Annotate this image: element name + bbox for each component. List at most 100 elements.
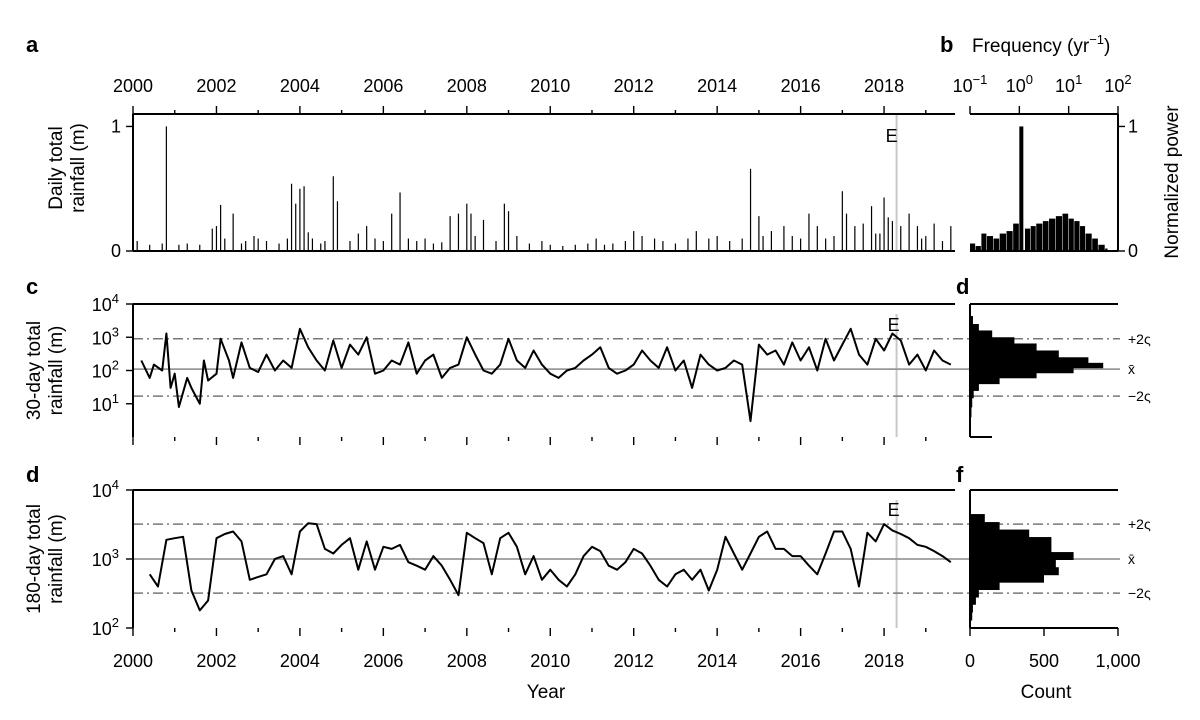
panel-c-event-label: E xyxy=(888,315,900,335)
panel-f-hist-bar xyxy=(970,514,985,523)
normalized-power-label: Normalized power xyxy=(1162,105,1183,259)
panel-f-hist-bar xyxy=(970,537,1052,545)
spectrum-bar xyxy=(1030,226,1036,251)
panel-b-power-spectrum: 10−1 100 101 102 0 1 xyxy=(953,72,1138,261)
panel-d2-year-tick-label-2008: 2008 xyxy=(447,651,487,671)
panel-d-hist-bar xyxy=(970,337,1015,344)
panel-a-year-tick-label-2004: 2004 xyxy=(280,76,320,96)
panel-d-hist-bar xyxy=(970,350,1059,358)
panel-c-30day-rainfall: E 101 102 103 104 30-day totalrainfall (m) xyxy=(24,291,1120,445)
panel-d2-year-tick-label-2018: 2018 xyxy=(864,651,904,671)
panel-a-year-tick-label-2008: 2008 xyxy=(447,76,487,96)
panel-d2-year-tick-label-2002: 2002 xyxy=(196,651,236,671)
spectrum-bar xyxy=(1013,223,1019,251)
freq-tick-label: 101 xyxy=(1055,72,1082,96)
panel-f-hist-bar xyxy=(970,559,1056,568)
panel-d-hist-bar xyxy=(970,343,1037,351)
panel-d2-year-tick-label-2000: 2000 xyxy=(113,651,153,671)
spectrum-bar xyxy=(1055,216,1063,251)
spectrum-bar xyxy=(1080,226,1086,251)
panel-a-year-tick-label-2006: 2006 xyxy=(363,76,403,96)
panel-f-hist-bar xyxy=(970,597,976,605)
panel-label-d-left: d xyxy=(26,462,39,487)
panel-d-hist-bar xyxy=(970,330,993,338)
panel-a-year-tick-label-2014: 2014 xyxy=(697,76,737,96)
spectrum-bar xyxy=(1019,126,1024,251)
panel-f-hist-bar xyxy=(970,574,1044,583)
panel-label-d-right: d xyxy=(956,274,969,299)
spectrum-bar xyxy=(1024,228,1031,251)
panel-f-hist-plus2sigma-label: +2ς xyxy=(1128,516,1151,532)
panel-c-series-line xyxy=(140,327,952,423)
panel-f-hist-x-tick-label-0: 0 xyxy=(965,651,975,671)
panel-f-hist-bar xyxy=(970,612,973,621)
spectrum-bar xyxy=(1049,218,1056,251)
panel-a-year-tick-label-2016: 2016 xyxy=(781,76,821,96)
spectrum-bar xyxy=(993,238,1000,251)
panel-d2-year-tick-label-2014: 2014 xyxy=(697,651,737,671)
spectrum-bar xyxy=(986,236,994,251)
panel-f-180day-histogram: +2ς x̄ −2ς 0 500 1,000 xyxy=(965,489,1151,671)
panel-d2-y-tick-label: 103 xyxy=(92,546,119,570)
panel-a-year-tick-label-2012: 2012 xyxy=(614,76,654,96)
power-tick-label-1: 1 xyxy=(1128,116,1138,136)
spectrum-bar xyxy=(1062,213,1069,251)
panel-f-hist-x-tick-label-500: 500 xyxy=(1029,651,1059,671)
panel-d-hist-plus2sigma-label: +2ς xyxy=(1128,331,1151,347)
panel-a-daily-rainfall: E 2000 2002 2004 2006 2008 2010 2012 2014 2016 201… xyxy=(46,76,955,261)
panel-f-hist-x-tick-label-1,000: 1,000 xyxy=(1095,651,1140,671)
panel-d-hist-mean-label: x̄ xyxy=(1128,361,1135,377)
panel-d2-event-label: E xyxy=(888,500,900,520)
panel-f-hist-bar xyxy=(970,604,973,613)
panel-label-a: a xyxy=(26,32,39,57)
panel-d-hist-bar xyxy=(970,367,1074,374)
spectrum-bar xyxy=(1098,244,1105,251)
panel-label-c: c xyxy=(26,274,38,299)
panel-d-30day-histogram: +2ς x̄ −2ς xyxy=(969,303,1151,438)
panel-f-hist-bar xyxy=(970,552,1074,561)
panel-f-hist-minus2sigma-label: −2ς xyxy=(1128,585,1151,601)
panel-f-hist-bar xyxy=(970,582,1000,591)
panel-label-f: f xyxy=(956,462,964,487)
spectrum-bar xyxy=(1036,223,1043,251)
panel-d-hist-bar xyxy=(970,397,973,408)
panel-a-year-tick-label-2018: 2018 xyxy=(864,76,904,96)
panel-d2-y-tick-label: 102 xyxy=(92,615,119,639)
spectrum-bar xyxy=(1006,231,1013,251)
spectrum-bar xyxy=(975,246,981,251)
panel-d-hist-bar xyxy=(970,372,1037,379)
panel-a-year-tick-label-2002: 2002 xyxy=(196,76,236,96)
panel-d2-year-tick-label-2004: 2004 xyxy=(280,651,320,671)
panel-d-hist-bar xyxy=(970,390,974,399)
panel-a-y-tick-label-0: 0 xyxy=(111,241,121,261)
power-tick-label-0: 0 xyxy=(1128,241,1138,261)
panel-d-hist-bar xyxy=(970,362,1104,369)
event-label: E xyxy=(886,126,898,146)
panel-d-hist-bar xyxy=(970,316,973,325)
panel-f-hist-bar xyxy=(970,544,1052,553)
panel-d2-year-tick-label-2010: 2010 xyxy=(530,651,570,671)
panel-c-y-tick-label: 102 xyxy=(92,358,119,382)
spectrum-bar xyxy=(1085,233,1092,251)
panel-c-y-tick-label: 104 xyxy=(92,291,119,315)
spectrum-bar xyxy=(999,233,1007,251)
panel-f-hist-bar xyxy=(970,567,1059,576)
panel-d-hist-bar xyxy=(970,357,1089,364)
panel-a-y-tick-label-1: 1 xyxy=(111,116,121,136)
frequency-axis-title: Frequency (yr−1) xyxy=(972,32,1110,57)
panel-f-hist-bar xyxy=(970,529,1030,538)
panel-f-hist-mean-label: x̄ xyxy=(1128,551,1135,567)
spectrum-bar xyxy=(1092,238,1098,251)
panel-d2-y-axis-title: 180-day totalrainfall (m) xyxy=(24,504,67,614)
panel-d2-year-tick-label-2012: 2012 xyxy=(614,651,654,671)
panel-d-hist-minus2sigma-label: −2ς xyxy=(1128,388,1151,404)
panel-a-year-tick-label-2010: 2010 xyxy=(530,76,570,96)
panel-label-b: b xyxy=(940,32,953,57)
spectrum-bar xyxy=(981,233,987,251)
freq-tick-label: 102 xyxy=(1104,72,1131,96)
spectrum-bar xyxy=(1074,221,1080,251)
panel-f-hist-bar xyxy=(970,522,1000,530)
panel-d2-y-tick-label: 104 xyxy=(92,477,119,501)
freq-tick-label: 10−1 xyxy=(953,72,988,96)
